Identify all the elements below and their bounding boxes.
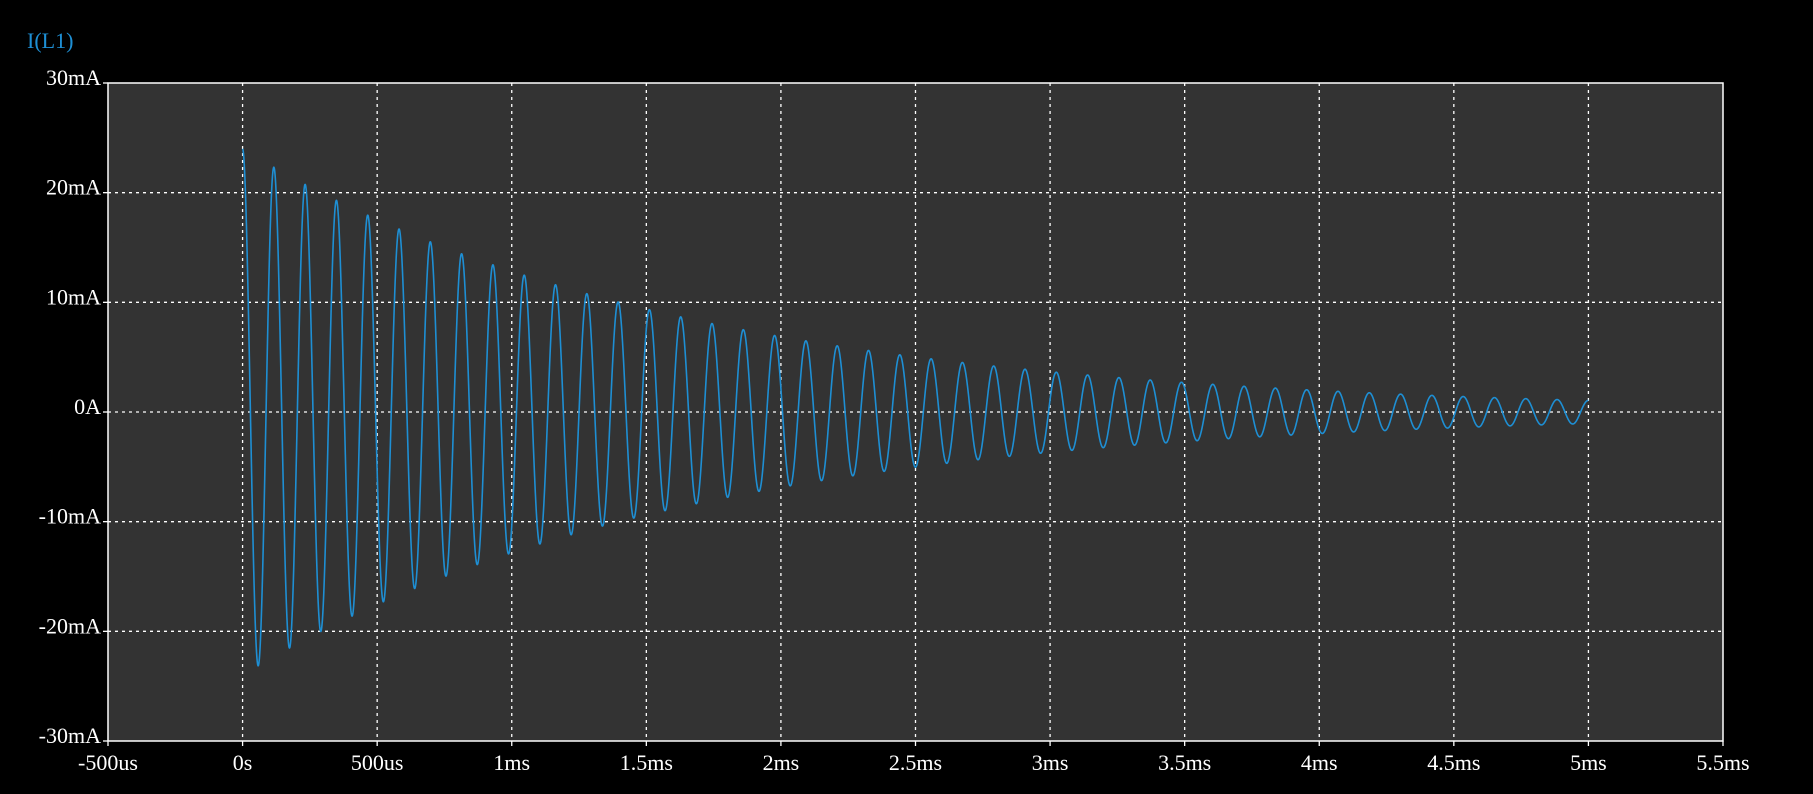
x-tick-label: 2.5ms — [889, 750, 942, 775]
x-tick-label: 3ms — [1032, 750, 1069, 775]
y-tick-label: -10mA — [39, 504, 101, 529]
x-tick-label: 5.5ms — [1696, 750, 1749, 775]
x-tick-label: 4ms — [1301, 750, 1338, 775]
y-tick-label: -20mA — [39, 613, 101, 638]
x-tick-label: 5ms — [1570, 750, 1607, 775]
x-tick-label: 2ms — [763, 750, 800, 775]
x-axis-ticks: -500us 0s 500us 1ms 1.5ms 2ms 2.5ms 3ms 3.5ms 4ms… — [78, 741, 1750, 775]
x-tick-label: 3.5ms — [1158, 750, 1211, 775]
x-tick-label: 4.5ms — [1427, 750, 1480, 775]
trace-label-I-L1[interactable]: I(L1) — [27, 28, 73, 53]
x-tick-label: 1.5ms — [620, 750, 673, 775]
x-tick-label: 1ms — [493, 750, 530, 775]
grid-lines — [108, 83, 1723, 741]
y-tick-label: -30mA — [39, 723, 101, 748]
x-tick-label: 500us — [351, 750, 404, 775]
series-line-I-L1[interactable] — [241, 148, 1589, 667]
x-tick-label: -500us — [78, 750, 138, 775]
trace-layer — [241, 148, 1589, 667]
y-tick-label: 20mA — [46, 175, 101, 200]
y-tick-label: 30mA — [46, 65, 101, 90]
x-tick-label: 0s — [233, 750, 253, 775]
y-axis-ticks: 30mA 20mA 10mA 0A -10mA -20mA -30mA — [39, 65, 108, 748]
y-tick-label: 0A — [74, 394, 101, 419]
y-tick-label: 10mA — [46, 284, 101, 309]
